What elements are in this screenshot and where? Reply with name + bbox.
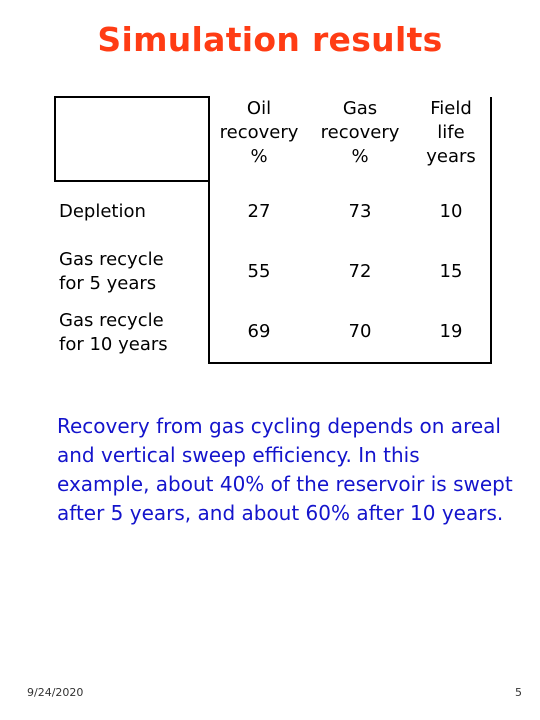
- cell-oil-recovery: 27: [208, 181, 308, 242]
- header-line: years: [426, 146, 476, 167]
- row-label-line: for 10 years: [59, 333, 168, 355]
- footer-date: 9/24/2020: [27, 686, 84, 699]
- cell-gas-recovery: 73: [348, 200, 372, 222]
- row-label-line: for 5 years: [59, 273, 157, 294]
- page-number: 5: [515, 686, 522, 699]
- results-table: Oil recovery % Gas recovery % Field life…: [54, 96, 492, 364]
- slide-title: Simulation results: [97, 20, 443, 59]
- header-line: Gas: [342, 98, 378, 119]
- cell-oil-recovery: 55: [208, 242, 308, 302]
- header-oil-recovery: Oil recovery %: [208, 97, 308, 181]
- header-line: Oil: [246, 98, 272, 119]
- explanation-paragraph: Recovery from gas cycling depends on are…: [57, 414, 513, 525]
- row-label-line: Gas recycle: [59, 309, 164, 331]
- row-label: Gas recycle for 5 years: [55, 242, 209, 302]
- row-label-line: Gas recycle: [59, 249, 164, 270]
- table-row: Gas recycle for 5 years 55 72 15: [55, 242, 492, 302]
- row-label: Gas recycle for 10 years: [55, 302, 209, 363]
- cell-gas-recovery: 72: [348, 261, 372, 282]
- row-label-line: Depletion: [59, 201, 146, 222]
- header-row: Oil recovery % Gas recovery % Field life…: [54, 96, 492, 182]
- cell-field-life: 10: [412, 181, 492, 242]
- table-row: Gas recycle for 10 years 69 70 19: [55, 302, 492, 364]
- cell-gas-recovery: 70: [308, 302, 412, 364]
- header-line: recovery: [219, 122, 299, 143]
- table-row: Depletion 27 73 10: [55, 181, 492, 242]
- corner-cell: [54, 96, 209, 182]
- header-line: recovery: [320, 122, 400, 143]
- header-line: %: [351, 146, 369, 167]
- header-line: %: [250, 146, 268, 167]
- cell-field-life: 19: [412, 302, 492, 364]
- cell-oil-recovery: 69: [208, 302, 308, 364]
- header-line: Field: [430, 98, 472, 119]
- cell-field-life: 15: [412, 242, 492, 302]
- row-label: Depletion: [55, 181, 209, 242]
- header-field-life: Field life years: [412, 97, 492, 181]
- header-gas-recovery: Gas recovery %: [308, 97, 412, 181]
- header-line: life: [437, 122, 465, 143]
